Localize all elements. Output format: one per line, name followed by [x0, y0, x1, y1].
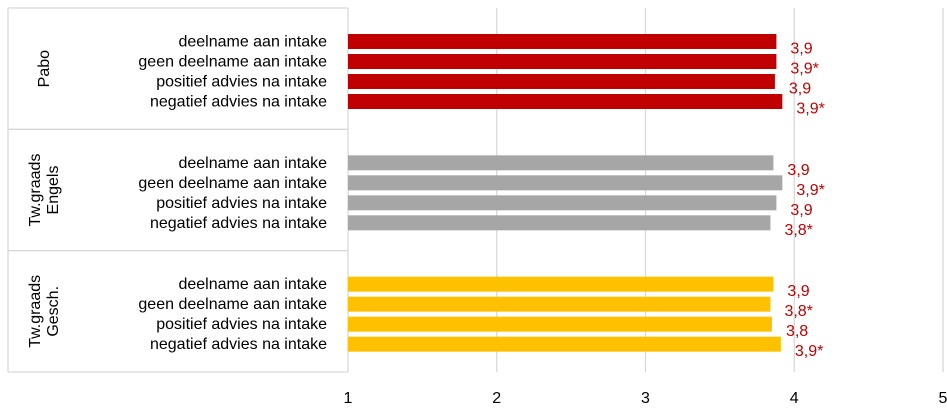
bar — [348, 296, 771, 312]
x-tick-label: 5 — [939, 390, 947, 407]
group-label-line: Engels — [45, 166, 62, 215]
bar — [348, 215, 771, 231]
bar — [348, 195, 777, 211]
category-label: deelname aan intake — [178, 155, 327, 172]
data-label: 3,9 — [787, 283, 809, 300]
group-label: Tw.graadsGesch. — [27, 275, 62, 348]
category-label: negatief advies na intake — [150, 215, 327, 232]
x-tick-label: 3 — [641, 390, 650, 407]
bar — [348, 74, 775, 89]
bar — [348, 175, 783, 191]
category-label: geen deelname aan intake — [138, 54, 327, 71]
bar — [348, 94, 783, 109]
category-label: geen deelname aan intake — [138, 175, 327, 192]
data-label: 3,9 — [790, 202, 812, 219]
group-label-line: Gesch. — [45, 286, 62, 337]
category-label: positief advies na intake — [156, 195, 327, 212]
category-label: negatief advies na intake — [150, 336, 327, 353]
group-label: Pabo — [36, 50, 53, 87]
bar — [348, 54, 777, 69]
group-label-line: Tw.graads — [27, 275, 44, 348]
category-label: negatief advies na intake — [150, 94, 327, 111]
data-label: 3,9 — [789, 81, 811, 98]
data-label: 3,8* — [784, 303, 812, 320]
data-label: 3,8 — [786, 323, 808, 340]
data-label: 3,9* — [790, 61, 818, 78]
category-label: deelname aan intake — [178, 276, 327, 293]
group-label-line: Pabo — [36, 50, 53, 87]
x-tick-label: 2 — [492, 390, 501, 407]
group-label-line: Tw.graads — [27, 154, 44, 227]
data-label: 3,9 — [790, 41, 812, 58]
bar — [348, 276, 774, 292]
bar — [348, 34, 777, 49]
bar — [348, 336, 781, 352]
group-label: Tw.graadsEngels — [27, 154, 62, 227]
bar — [348, 316, 772, 332]
data-label: 3,8* — [784, 222, 812, 239]
data-label: 3,9* — [796, 182, 824, 199]
bar — [348, 155, 774, 171]
category-label: deelname aan intake — [178, 34, 327, 51]
category-label: positief advies na intake — [156, 316, 327, 333]
data-label: 3,9* — [796, 101, 824, 118]
x-tick-label: 1 — [344, 390, 353, 407]
data-label: 3,9 — [787, 162, 809, 179]
data-label: 3,9* — [795, 343, 823, 360]
category-label: positief advies na intake — [156, 74, 327, 91]
x-tick-label: 4 — [790, 390, 799, 407]
category-label: geen deelname aan intake — [138, 296, 327, 313]
